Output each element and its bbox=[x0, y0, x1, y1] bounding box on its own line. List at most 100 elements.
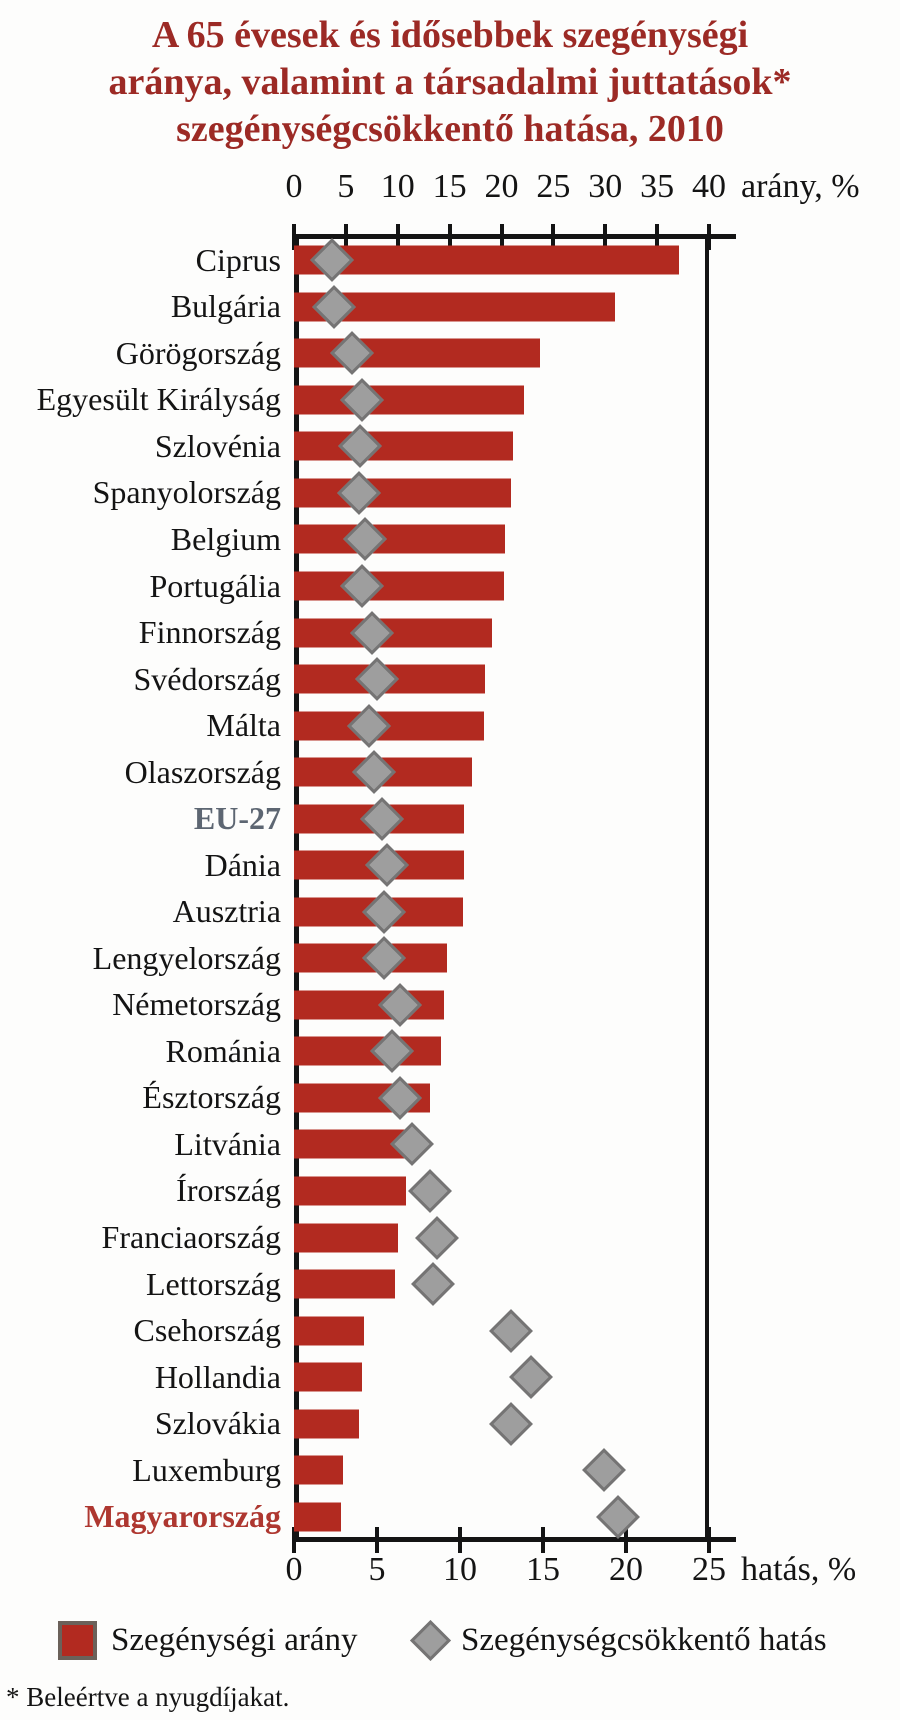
category-label: Bulgária bbox=[170, 288, 281, 325]
top-axis-tick-label: 5 bbox=[337, 168, 355, 205]
plot-area bbox=[294, 237, 709, 1540]
category-label: Lettország bbox=[145, 1265, 281, 1302]
bottom-axis-tick bbox=[458, 1527, 462, 1553]
category-label: Szlovákia bbox=[154, 1405, 281, 1442]
footnote: * Beleértve a nyugdíjakat. bbox=[6, 1682, 290, 1712]
chart-row bbox=[294, 237, 709, 284]
category-label: Lengyelország bbox=[92, 939, 281, 976]
chart-title-line-2: aránya, valamint a társadalmi juttatások… bbox=[108, 61, 792, 103]
gray-diamond-icon bbox=[409, 1619, 452, 1661]
chart-row bbox=[294, 935, 709, 982]
category-label: Hollandia bbox=[154, 1358, 281, 1395]
chart-row bbox=[294, 749, 709, 796]
bottom-axis-tick-label: 15 bbox=[526, 1551, 560, 1588]
poverty-rate-bar bbox=[294, 1176, 407, 1206]
category-label: Egyesült Királyság bbox=[36, 381, 281, 418]
chart-title-line-3: szegénységcsökkentő hatása, 2010 bbox=[176, 108, 724, 150]
category-label: Németország bbox=[112, 986, 281, 1023]
bottom-axis-tick-label: 10 bbox=[443, 1551, 477, 1588]
category-label: Szlovénia bbox=[154, 427, 281, 464]
chart-row bbox=[294, 609, 709, 656]
poverty-rate-bar bbox=[294, 1269, 395, 1299]
poverty-rate-bar bbox=[294, 1409, 360, 1439]
chart-row bbox=[294, 470, 709, 517]
reduction-effect-diamond bbox=[411, 1262, 456, 1306]
bottom-axis-tick-label: 25 bbox=[692, 1551, 726, 1588]
reduction-effect-diamond bbox=[595, 1494, 640, 1539]
top-axis-tick-label: 0 bbox=[285, 168, 303, 205]
top-axis-tick-label: 10 bbox=[380, 168, 415, 205]
poverty-rate-bar bbox=[294, 1455, 343, 1485]
chart-row bbox=[294, 1400, 709, 1447]
bottom-axis-tick-label: 20 bbox=[609, 1551, 643, 1588]
left-axis-line bbox=[294, 234, 299, 1542]
top-axis-line bbox=[294, 234, 736, 239]
category-label: Svédország bbox=[133, 660, 281, 697]
chart-row bbox=[294, 1307, 709, 1354]
category-label: Ciprus bbox=[195, 241, 281, 278]
reduction-effect-diamond bbox=[489, 1401, 534, 1446]
poverty-rate-bar bbox=[294, 1129, 408, 1159]
category-label: Írország bbox=[176, 1172, 281, 1209]
category-label: Portugália bbox=[149, 567, 281, 604]
category-label: Magyarország bbox=[84, 1498, 281, 1535]
poverty-rate-bar bbox=[294, 1223, 398, 1253]
top-axis-tick-label: 20 bbox=[484, 168, 519, 205]
chart-row bbox=[294, 1168, 709, 1215]
chart-row bbox=[294, 1028, 709, 1075]
bottom-axis-tick bbox=[541, 1527, 545, 1553]
legend-label-poverty-rate: Szegénységi arány bbox=[111, 1621, 358, 1658]
chart-row bbox=[294, 702, 709, 749]
category-labels: Ciprus Bulgária Görögország Egyesült Király… bbox=[0, 237, 288, 1540]
category-label: Észtország bbox=[142, 1079, 281, 1116]
poverty-rate-bar bbox=[294, 1316, 364, 1346]
right-frame-line bbox=[705, 234, 709, 1542]
top-axis-tick-label: 35 bbox=[640, 168, 675, 205]
chart-row bbox=[294, 1354, 709, 1401]
reduction-effect-diamond bbox=[509, 1355, 554, 1400]
bottom-axis-tick-label: 0 bbox=[285, 1551, 303, 1588]
poverty-rate-bar bbox=[294, 1362, 363, 1392]
chart-row bbox=[294, 423, 709, 470]
chart-row bbox=[294, 1261, 709, 1308]
top-axis-unit-label: arány, % bbox=[741, 168, 860, 205]
poverty-rate-bar bbox=[294, 478, 511, 508]
reduction-effect-diamond bbox=[414, 1215, 459, 1260]
chart-row bbox=[294, 1075, 709, 1122]
category-label: Görögország bbox=[115, 334, 281, 371]
poverty-rate-bar bbox=[294, 1036, 442, 1066]
category-label: Dánia bbox=[204, 846, 281, 883]
category-label: Csehország bbox=[133, 1312, 281, 1349]
bottom-axis-tick bbox=[624, 1527, 628, 1553]
chart-row bbox=[294, 1121, 709, 1168]
chart-row bbox=[294, 1214, 709, 1261]
category-label: Románia bbox=[165, 1032, 281, 1069]
chart-row bbox=[294, 842, 709, 889]
bottom-axis-unit-label: hatás, % bbox=[741, 1551, 857, 1588]
poverty-rate-bar bbox=[294, 431, 513, 461]
reduction-effect-diamond bbox=[408, 1169, 453, 1213]
top-axis-tick-label: 15 bbox=[432, 168, 467, 205]
top-axis-tick-label: 40 bbox=[692, 168, 726, 205]
chart-row bbox=[294, 563, 709, 610]
chart-row bbox=[294, 516, 709, 563]
category-label: Ausztria bbox=[172, 893, 281, 930]
poverty-rate-bar bbox=[294, 385, 525, 415]
red-square-icon bbox=[58, 1620, 97, 1660]
category-label: Luxemburg bbox=[132, 1451, 281, 1488]
category-label: Olaszország bbox=[124, 753, 281, 790]
category-label: Franciaország bbox=[101, 1219, 281, 1256]
bottom-axis-line bbox=[294, 1537, 736, 1542]
poverty-rate-bar bbox=[294, 1502, 341, 1532]
chart-row bbox=[294, 889, 709, 936]
reduction-effect-diamond bbox=[489, 1308, 534, 1353]
legend-label-reduction-effect: Szegénységcsökkentő hatás bbox=[461, 1621, 827, 1658]
top-axis-tick-labels: arány, % 0 5 10 15 20 25 30 35 40 bbox=[286, 168, 860, 210]
chart-row bbox=[294, 795, 709, 842]
category-label: Belgium bbox=[170, 520, 281, 557]
category-label: Litvánia bbox=[174, 1125, 281, 1162]
chart-row bbox=[294, 330, 709, 377]
bottom-axis-tick bbox=[375, 1527, 379, 1553]
chart-title: A 65 évesek és idősebbek szegénységi ará… bbox=[0, 12, 900, 153]
